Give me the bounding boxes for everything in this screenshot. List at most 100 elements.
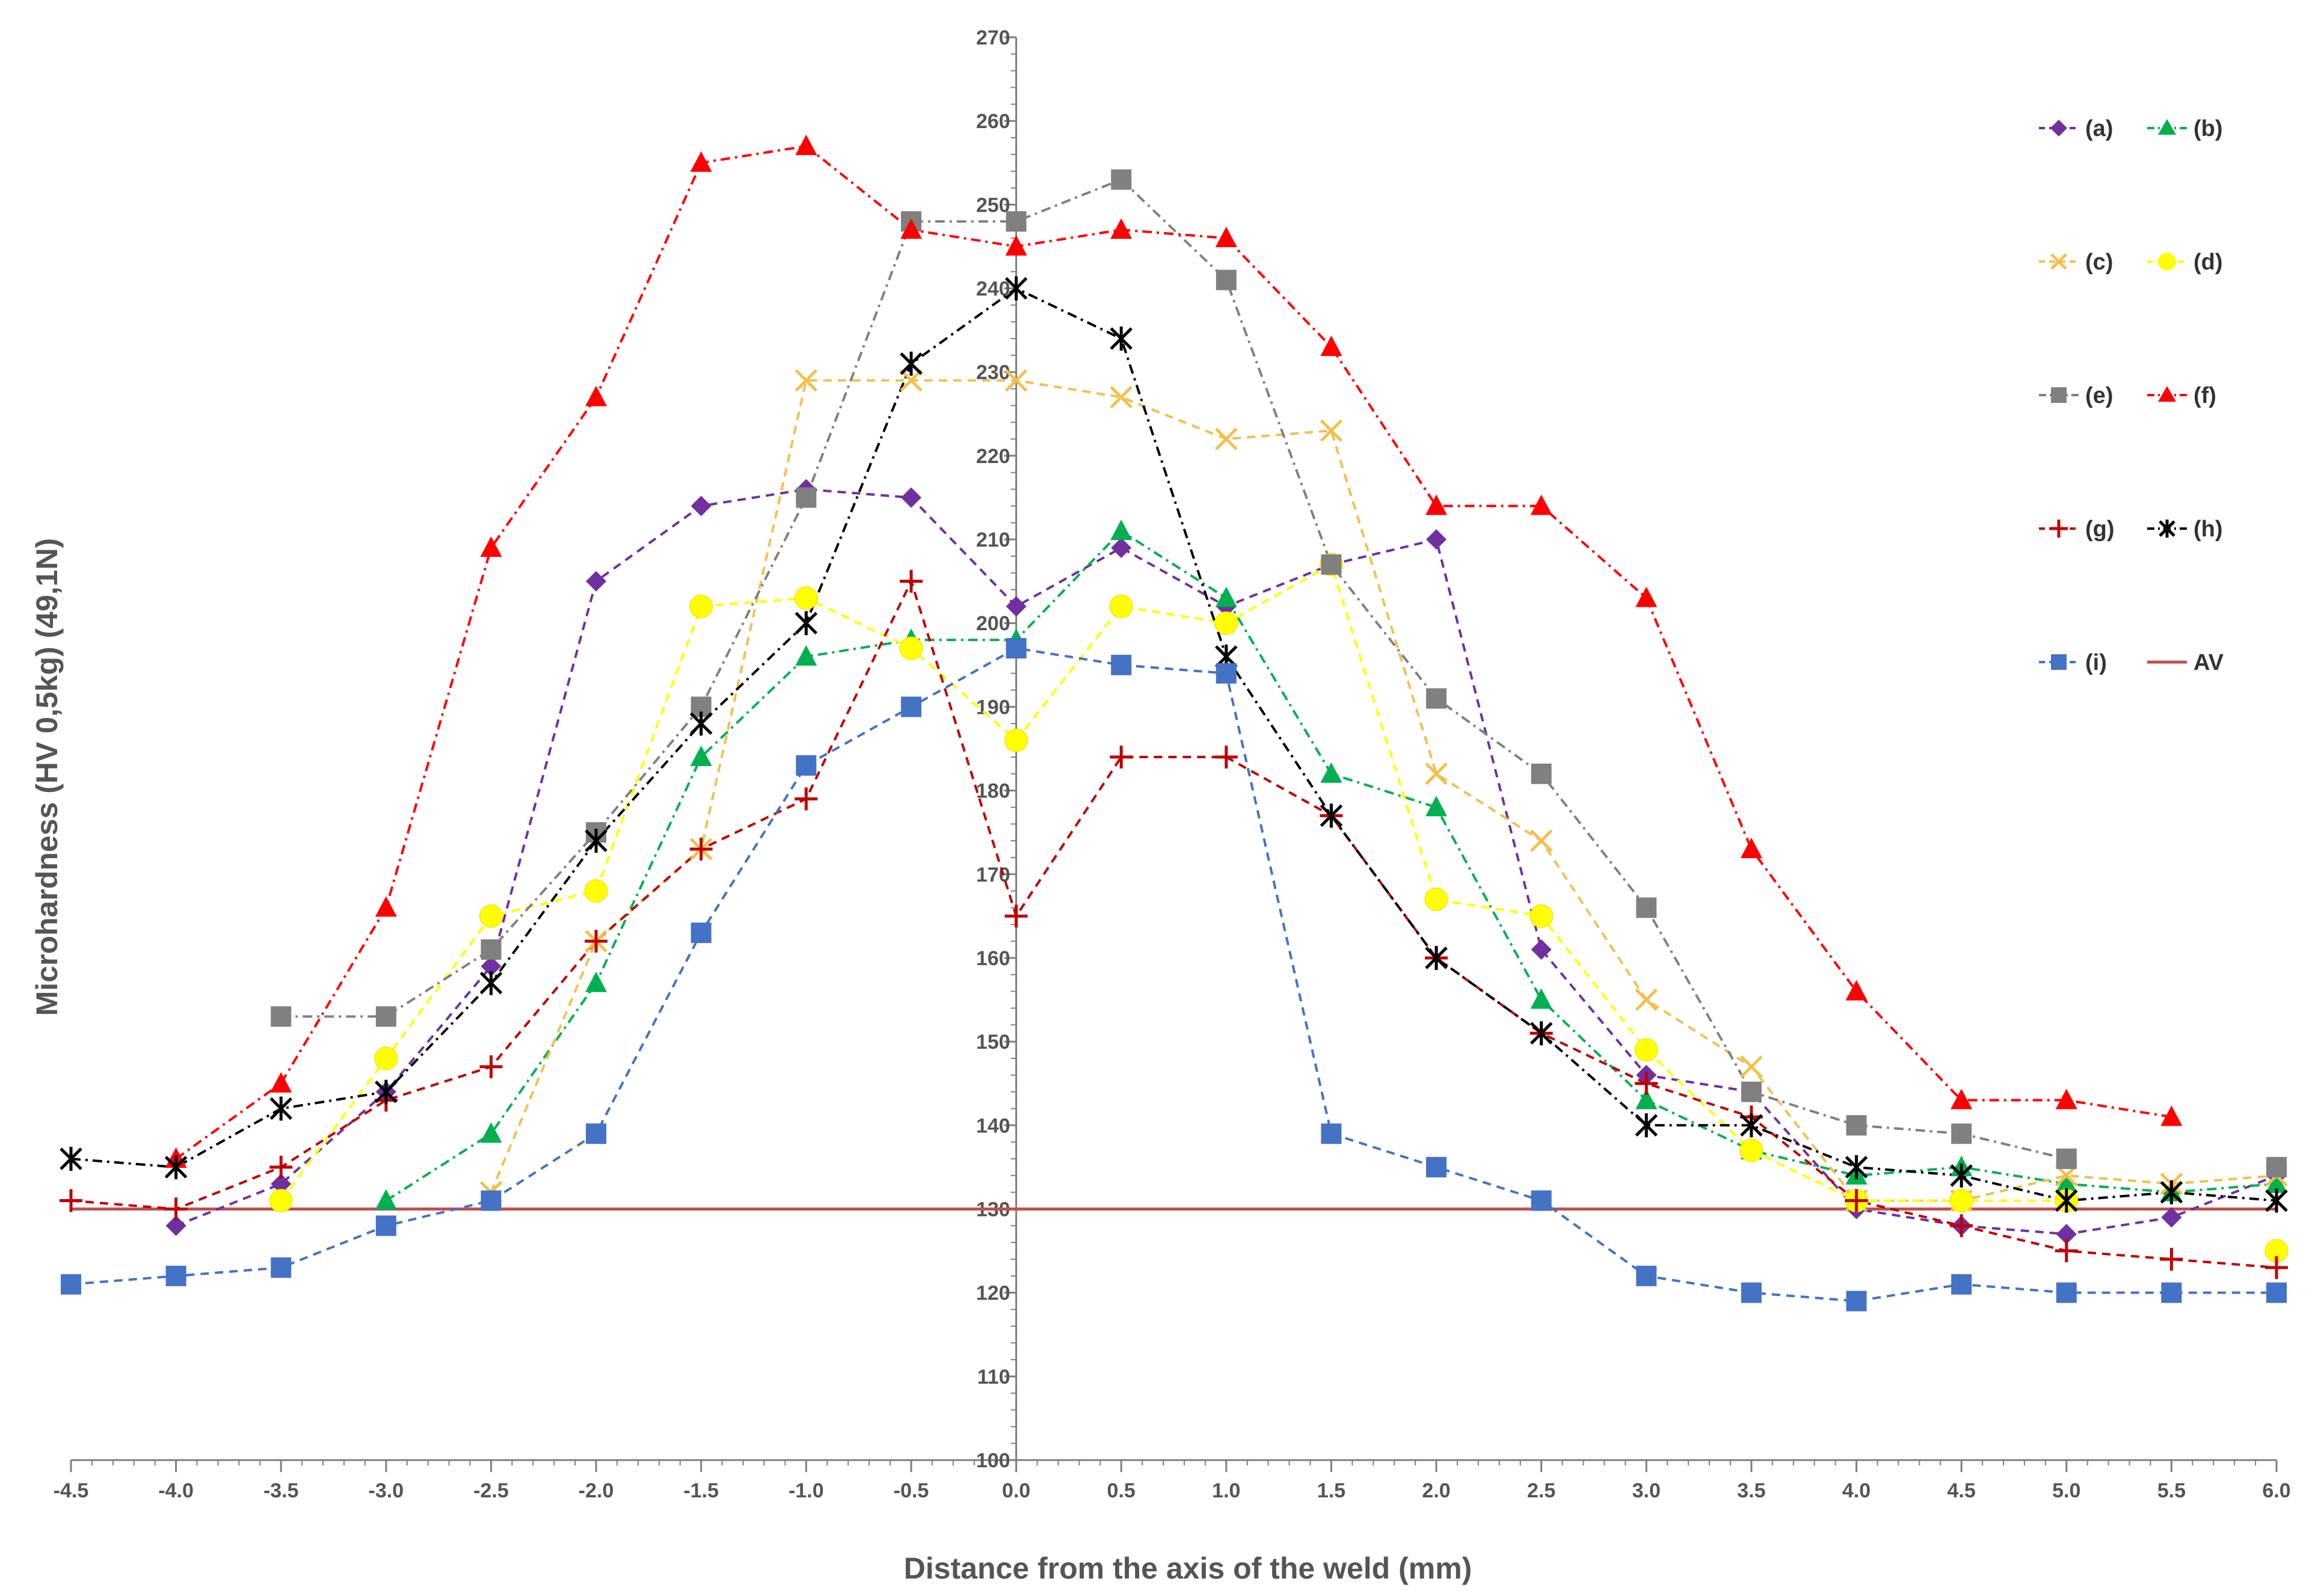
y-tick-label: 260: [976, 110, 1010, 133]
x-tick-label: -1.0: [789, 1479, 824, 1502]
data-point-c: [795, 369, 818, 392]
data-point-g: [2055, 1239, 2078, 1263]
legend-entry-f: (f): [2147, 383, 2216, 408]
data-point-h: [375, 1079, 398, 1104]
x-tick-label: 6.0: [2262, 1479, 2290, 1502]
y-tick-label: 230: [976, 361, 1010, 384]
series-line-d: [281, 565, 2277, 1251]
x-tick-label: 0.0: [1002, 1479, 1030, 1502]
data-point-h: [60, 1146, 82, 1171]
data-point-c: [1740, 1055, 1763, 1078]
data-point-b: [1110, 520, 1133, 541]
data-point-f: [1530, 494, 1552, 515]
data-point-i: [481, 1190, 502, 1211]
x-tick-label: -3.5: [263, 1479, 299, 1502]
data-point-b: [480, 1122, 502, 1143]
legend-entry-i: (i): [2039, 650, 2107, 675]
legend-entry-b: (b): [2147, 116, 2223, 141]
x-tick-label: 4.5: [1948, 1479, 1976, 1502]
legend-marker-f: [2158, 386, 2176, 402]
x-tick-label: 3.0: [1632, 1479, 1661, 1502]
data-point-g: [1004, 904, 1028, 928]
legend-entry-av: AV: [2147, 650, 2224, 675]
data-point-d: [479, 904, 503, 928]
data-point-c: [1215, 428, 1238, 450]
data-point-i: [690, 922, 712, 944]
legend-label-f: (f): [2194, 383, 2216, 408]
data-point-a: [1426, 529, 1447, 550]
legend-label-e: (e): [2085, 383, 2113, 408]
legend-label-a: (a): [2085, 116, 2113, 141]
data-point-e: [375, 1006, 396, 1027]
data-point-g: [164, 1197, 188, 1221]
data-point-c: [1425, 762, 1448, 785]
data-point-h: [2055, 1188, 2078, 1213]
data-point-g: [585, 930, 608, 953]
data-point-f: [900, 218, 922, 239]
data-point-h: [1845, 1155, 1868, 1179]
data-point-i: [1111, 654, 1132, 675]
data-point-d: [269, 1189, 293, 1213]
data-point-g: [795, 787, 818, 811]
data-point-i: [586, 1123, 607, 1144]
data-point-f: [585, 385, 607, 407]
data-point-c: [1110, 385, 1133, 409]
y-tick-label: 250: [976, 194, 1010, 216]
x-tick-label: 2.5: [1527, 1479, 1555, 1502]
data-point-i: [1846, 1291, 1867, 1312]
data-point-g: [269, 1155, 293, 1179]
data-point-g: [1845, 1189, 1868, 1212]
data-point-a: [900, 487, 921, 508]
legend-marker-c: [2050, 253, 2067, 270]
x-tick-label: -4.0: [158, 1479, 194, 1502]
data-point-a: [165, 1215, 186, 1236]
x-tick-label: 5.5: [2157, 1479, 2186, 1502]
data-point-i: [61, 1274, 81, 1295]
legend-entry-d: (d): [2147, 250, 2223, 275]
data-point-f: [1951, 1088, 1973, 1110]
x-tick-label: 2.0: [1422, 1479, 1450, 1502]
data-point-d: [1004, 728, 1028, 752]
legend-marker-a: [2050, 120, 2067, 137]
series-line-c: [490, 379, 2277, 1202]
data-point-f: [270, 1072, 292, 1093]
data-point-e: [481, 939, 502, 960]
legend-label-c: (c): [2085, 250, 2113, 275]
data-point-f: [690, 151, 712, 172]
data-point-b: [1215, 586, 1237, 607]
data-point-h: [479, 971, 503, 995]
legend-label-g: (g): [2085, 517, 2115, 542]
data-point-f: [1005, 235, 1027, 256]
y-tick-label: 160: [976, 947, 1010, 970]
data-point-f: [795, 134, 817, 155]
data-point-b: [585, 971, 607, 992]
data-point-e: [1216, 269, 1237, 290]
data-point-b: [2266, 1172, 2287, 1193]
data-point-h: [1529, 1021, 1553, 1046]
axes-layer: -4.5 -4.0 -3.5 -3.0 -2.5 -2.0 -1.5 -1.0 -0.5 0.0 0…: [54, 26, 2291, 1502]
data-point-b: [1425, 796, 1448, 817]
data-point-g: [2160, 1247, 2183, 1271]
data-point-h: [1950, 1163, 1973, 1188]
data-point-d: [584, 879, 608, 903]
data-point-c: [900, 369, 923, 392]
data-point-g: [1110, 745, 1133, 769]
legend-entry-e: (e): [2039, 383, 2113, 408]
x-tick-label: -1.5: [683, 1479, 719, 1502]
data-point-h: [689, 711, 713, 736]
y-tick-label: 190: [976, 696, 1010, 719]
data-point-h: [1635, 1113, 1658, 1138]
legend-label-av: AV: [2194, 650, 2224, 675]
data-point-f: [480, 536, 502, 557]
data-point-h: [1004, 276, 1028, 301]
x-tick-label: -4.5: [54, 1479, 89, 1502]
data-point-f: [1845, 980, 1868, 1001]
legend-marker-d: [2158, 253, 2176, 271]
legend: (a) (b) (c) (d) (e) (f): [2039, 116, 2224, 675]
data-point-a: [481, 956, 502, 977]
x-tick-label: 1.5: [1317, 1479, 1345, 1502]
data-point-d: [899, 636, 923, 660]
data-point-f: [2055, 1088, 2077, 1110]
data-point-i: [271, 1257, 292, 1278]
